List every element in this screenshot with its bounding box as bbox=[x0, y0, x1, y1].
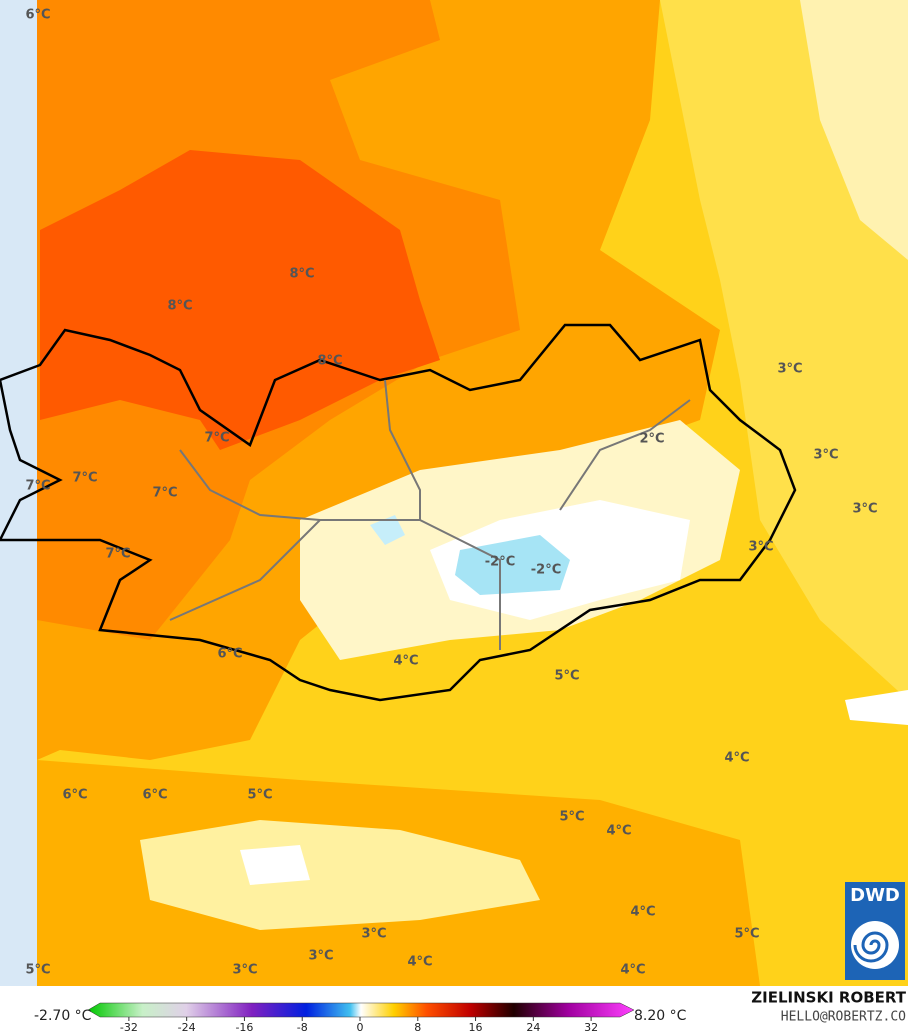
temperature-label: 3°C bbox=[308, 949, 333, 964]
temperature-label: -2°C bbox=[531, 563, 561, 578]
temperature-labels: 6°C 8°C 8°C 8°C 3°C 7°C 2°C 3°C 7°C 7°C 7°C 3°C 7°C -… bbox=[25, 8, 877, 978]
temperature-label: 2°C bbox=[639, 432, 664, 447]
temperature-label: 4°C bbox=[407, 955, 432, 970]
edge-strip bbox=[0, 0, 37, 986]
road bbox=[169, 379, 691, 650]
colorbar-ticks: -32 -24 -16 -8 0 8 16 24 32 bbox=[120, 1017, 598, 1034]
temperature-label: 3°C bbox=[748, 540, 773, 555]
temperature-label: 7°C bbox=[152, 486, 177, 501]
temperature-label: 3°C bbox=[361, 927, 386, 942]
coastline bbox=[0, 323, 797, 702]
colorbar-tick-label: 32 bbox=[584, 1021, 598, 1034]
temperature-label: -2°C bbox=[485, 555, 515, 570]
temperature-label: 3°C bbox=[777, 362, 802, 377]
temperature-label: 7°C bbox=[25, 479, 50, 494]
colorbar-tick-label: -32 bbox=[120, 1021, 138, 1034]
colorbar-tick-label: 16 bbox=[469, 1021, 483, 1034]
cool-zone bbox=[800, 0, 908, 260]
cold-patch bbox=[845, 690, 908, 725]
colorbar-tick-label: 8 bbox=[414, 1021, 421, 1034]
temperature-label: 8°C bbox=[317, 354, 342, 369]
temperature-label: 3°C bbox=[232, 963, 257, 978]
cold-patch bbox=[240, 845, 310, 885]
ice-patch bbox=[370, 515, 405, 545]
colorbar-tick-label: 24 bbox=[526, 1021, 540, 1034]
temperature-label: 3°C bbox=[852, 502, 877, 517]
temperature-label: 4°C bbox=[606, 824, 631, 839]
temperature-label: 6°C bbox=[217, 647, 242, 662]
temperature-label: 5°C bbox=[554, 669, 579, 684]
temperature-label: 6°C bbox=[62, 788, 87, 803]
max-label: 8.20 °C bbox=[634, 1008, 687, 1024]
temperature-label: 5°C bbox=[734, 927, 759, 942]
temperature-label: 7°C bbox=[105, 547, 130, 562]
cool-zone bbox=[140, 820, 540, 930]
temperature-label: 6°C bbox=[25, 8, 50, 23]
author: ZIELINSKI ROBERT bbox=[751, 989, 906, 1007]
temperature-label: 5°C bbox=[25, 963, 50, 978]
contact: HELLO@ROBERTZ.CO bbox=[781, 1010, 906, 1025]
temperature-label: 6°C bbox=[142, 788, 167, 803]
colorbar-tick-label: 0 bbox=[357, 1021, 364, 1034]
temperature-label: 5°C bbox=[247, 788, 272, 803]
logo-emblem bbox=[851, 921, 899, 969]
logo-text: DWD bbox=[850, 885, 900, 906]
temperature-label: 4°C bbox=[393, 654, 418, 669]
logo-swirl bbox=[853, 931, 889, 963]
temperature-label: 3°C bbox=[813, 448, 838, 463]
hot-zone bbox=[40, 150, 440, 450]
temperature-label: 4°C bbox=[630, 905, 655, 920]
colorbar-tick-label: -24 bbox=[178, 1021, 196, 1034]
colorbar bbox=[87, 1002, 635, 1018]
temperature-label: 7°C bbox=[204, 431, 229, 446]
ice-patch bbox=[455, 535, 570, 595]
temperature-label: 8°C bbox=[167, 299, 192, 314]
temperature-label: 4°C bbox=[620, 963, 645, 978]
colorbar-tick-label: -16 bbox=[235, 1021, 253, 1034]
temperature-label: 8°C bbox=[289, 267, 314, 282]
temperature-label: 5°C bbox=[559, 810, 584, 825]
temperature-label: 4°C bbox=[724, 751, 749, 766]
min-label: -2.70 °C bbox=[34, 1008, 92, 1024]
colorbar-tick-label: -8 bbox=[297, 1021, 308, 1034]
temperature-label: 7°C bbox=[72, 471, 97, 486]
